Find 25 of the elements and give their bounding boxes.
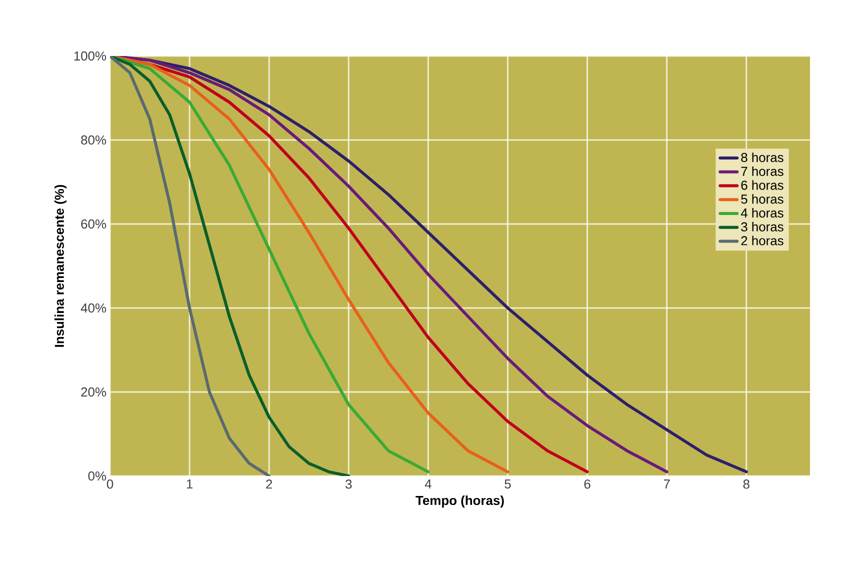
legend-label: 4 horas: [740, 208, 784, 218]
x-tick-label: 2: [266, 480, 272, 489]
legend-label: 6 horas: [741, 180, 784, 190]
x-tick-label: 5: [504, 480, 511, 489]
y-tick-label: 40%: [80, 303, 106, 313]
legend-label: 3 horas: [741, 222, 784, 232]
legend-label: 7 horas: [741, 166, 784, 176]
x-tick-label: 8: [743, 480, 750, 489]
x-tick-label: 7: [664, 480, 670, 488]
line-series: [110, 56, 271, 476]
x-tick-label: 4: [424, 480, 432, 488]
x-tick-label: 6: [584, 480, 590, 489]
y-tick-label: 100%: [74, 51, 106, 61]
y-tick-label: 0%: [88, 471, 106, 481]
y-tick-label: 20%: [81, 387, 106, 397]
x-axis-title: Tempo (horas): [416, 496, 504, 508]
y-axis-title: Insulina remanescente (%): [54, 184, 67, 347]
x-tick-label: 3: [346, 480, 352, 489]
y-tick-label: 80%: [81, 135, 106, 145]
legend-label: 8 horas: [741, 152, 784, 162]
x-tick-label: 0: [106, 480, 114, 489]
legend-label: 5 horas: [741, 194, 784, 204]
x-tick-label: 1: [186, 480, 193, 488]
legend-label: 2 horas: [741, 236, 784, 246]
y-tick-label: 60%: [81, 219, 106, 229]
